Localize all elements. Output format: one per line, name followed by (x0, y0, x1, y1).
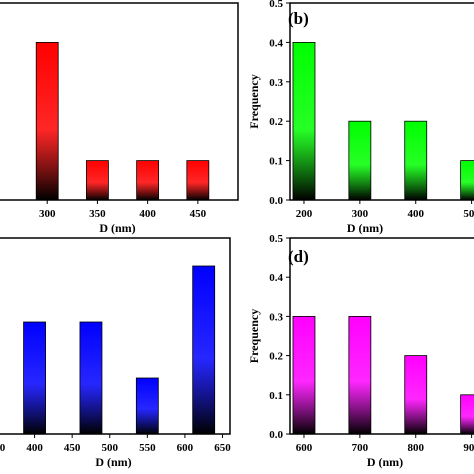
panel-tag: (b) (288, 9, 309, 28)
bar (186, 160, 210, 201)
bar (86, 160, 109, 201)
x-tick-label: 500 (101, 442, 118, 454)
x-axis-label: D (nm) (367, 455, 403, 469)
bar (135, 377, 159, 435)
y-tick-label: 0.3 (269, 311, 283, 323)
x-tick-label: 300 (352, 208, 369, 220)
bar (35, 42, 59, 201)
y-tick-label: 0.0 (269, 195, 283, 207)
bar (348, 120, 372, 201)
x-tick-label: 600 (177, 442, 194, 454)
x-axis-label: D (nm) (99, 221, 135, 235)
y-tick-label: 0.1 (269, 156, 283, 168)
x-tick-label: 900 (463, 442, 474, 454)
x-tick-label: 800 (407, 442, 424, 454)
panel-a: 300 350 400 450 D (nm) (0, 2, 239, 235)
y-tick-label: 0.1 (269, 390, 283, 402)
plot-frame (0, 2, 239, 201)
plot-frame (0, 237, 231, 435)
x-tick-label: 450 (190, 208, 207, 220)
panel-tag: (d) (288, 247, 309, 266)
y-tick-label: 0.2 (269, 351, 283, 363)
y-tick-label: 0.2 (269, 116, 283, 128)
x-tick-label: 650 (214, 442, 231, 454)
x-tick-label: 600 (296, 442, 313, 454)
bar (460, 394, 474, 435)
bar (23, 321, 46, 435)
x-tick-label: 350 (89, 208, 106, 220)
bar (79, 321, 103, 435)
plot-frame (289, 237, 474, 435)
bar (292, 42, 316, 201)
bar (136, 160, 160, 201)
y-axis-label: Frequency (247, 309, 261, 363)
bar (460, 160, 474, 201)
panel-b: 200 300 400 500 0.0 0.1 0.2 0.3 0.4 0.5 D (nm) Freq… (247, 0, 474, 235)
y-tick-label: 0.0 (269, 429, 283, 441)
y-tick-label: 0.5 (269, 233, 283, 245)
bar (404, 355, 428, 435)
x-tick-label: 400 (407, 208, 424, 220)
x-tick-label: 400 (26, 442, 43, 454)
x-tick-label: 200 (296, 208, 313, 220)
x-tick-label: 350 (0, 442, 6, 454)
x-tick-label: 550 (139, 442, 156, 454)
bar (404, 120, 428, 201)
x-tick-label: 300 (39, 208, 56, 220)
x-tick-label: 700 (352, 442, 369, 454)
panel-d: 600 700 800 900 0.0 0.1 0.2 0.3 0.4 0.5 D (nm) Freq… (247, 233, 474, 469)
bar (192, 265, 216, 435)
panel-c: 350 400 450 500 550 600 650 D (nm) (0, 237, 231, 469)
bar (292, 315, 316, 435)
y-tick-label: 0.5 (269, 0, 283, 10)
x-tick-label: 450 (64, 442, 81, 454)
y-tick-label: 0.3 (269, 77, 283, 89)
x-tick-label: 500 (463, 208, 474, 220)
x-axis-label: D (nm) (95, 455, 131, 469)
y-axis-label: Frequency (247, 74, 261, 128)
bar (348, 315, 372, 435)
x-tick-label: 400 (139, 208, 156, 220)
y-tick-label: 0.4 (269, 272, 283, 284)
x-axis-label: D (nm) (347, 221, 383, 235)
plot-frame (289, 2, 474, 201)
y-tick-label: 0.4 (269, 37, 283, 49)
